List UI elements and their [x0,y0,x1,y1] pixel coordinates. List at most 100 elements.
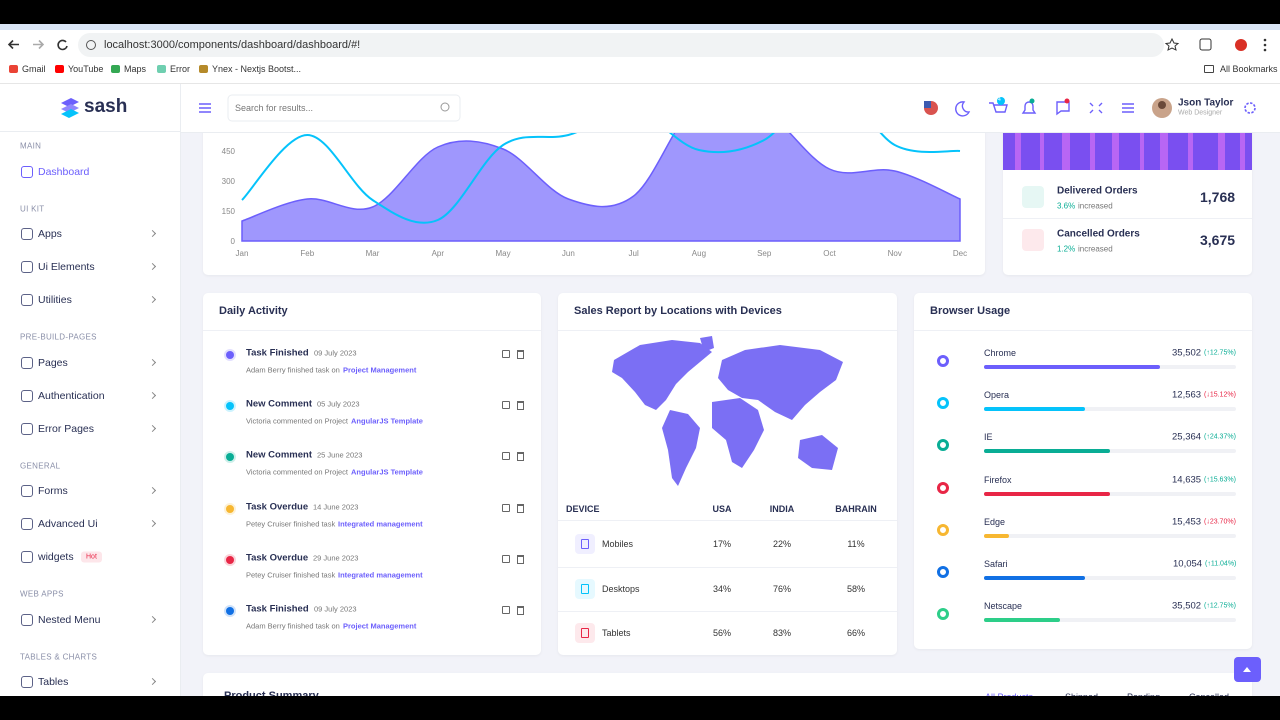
card-title: Product Summary [224,690,319,696]
activity-link[interactable]: Project Management [343,365,417,375]
menu-dot[interactable] [1263,38,1267,42]
menu-icon [21,551,33,563]
nav-icons [7,33,1267,57]
bookmark-icon [157,65,166,73]
menu-heading: TABLES & CHARTS [20,652,98,661]
reload[interactable] [57,39,68,51]
edit-icon[interactable] [502,554,510,563]
x-tick-label: Aug [692,249,706,258]
notifications[interactable] [1021,101,1037,114]
timeline-dot [226,351,234,359]
delete-icon[interactable] [517,606,524,615]
menu-chevron [148,358,157,366]
top-bar [0,0,1280,24]
menu-item[interactable]: Authentication [38,389,105,402]
bookmark-icon [9,65,18,73]
menu-item[interactable]: Tables [38,676,69,688]
table-header: USA [712,504,732,514]
user-name[interactable]: Json Taylor [1178,97,1234,109]
messages[interactable] [1056,101,1070,116]
fullscreen[interactable] [1089,102,1103,114]
theme-toggle[interactable] [955,101,971,117]
delete-icon[interactable] [517,554,524,564]
menu-heading: WEB APPS [20,589,64,599]
bookmark[interactable]: Maps [124,64,147,74]
address-bar[interactable] [78,33,1164,57]
edit-icon[interactable] [502,503,510,512]
delete-icon[interactable] [517,452,524,462]
tab[interactable]: Cancelled [1189,692,1229,696]
site-info[interactable] [86,40,96,50]
world-map [612,336,843,486]
activity-date: 09 July 2023 [314,348,357,358]
tab[interactable]: Shipped [1065,692,1098,696]
profile[interactable] [1235,39,1247,51]
activity-link[interactable]: Integrated management [338,519,423,529]
folder-icon [1204,65,1214,73]
africa [712,398,764,468]
cart-count: 4 [998,97,1001,103]
delete-icon[interactable] [517,503,524,513]
logo-icon [61,98,79,118]
tab-strip [0,24,1280,30]
y-tick-label: 450 [222,147,236,156]
menu-item[interactable]: widgets [38,551,74,563]
menu-icon [21,518,33,530]
menu-item[interactable]: Error Pages [38,422,95,435]
activity-link[interactable]: AngularJS Template [351,467,423,477]
edit-icon[interactable] [502,350,510,358]
bookmark[interactable]: Ynex - Nextjs Bootst... [212,64,302,74]
browser-name: IE [984,432,993,443]
delete-icon[interactable] [517,350,524,359]
menu-item[interactable]: Advanced Ui [38,518,98,530]
activity-link[interactable]: Integrated management [338,570,423,580]
bookmark[interactable]: Error [170,64,190,74]
table-cell: 11% [847,539,865,549]
search-box[interactable] [227,94,461,122]
search-icon[interactable] [440,102,450,112]
sales-card [558,293,897,655]
south-america [662,410,700,486]
all-bookmarks[interactable]: All Bookmarks [1220,64,1278,74]
browser-name: Edge [984,516,1006,527]
menu-toggle[interactable] [199,103,211,113]
browser-change: (↓15.12%) [1204,391,1236,399]
table-header: BAHRAIN [835,504,877,514]
bookmark[interactable]: YouTube [68,64,104,74]
tab[interactable]: Pending [1127,692,1160,696]
menu-item[interactable]: Ui Elements [38,261,95,273]
delete-icon[interactable] [517,401,524,411]
extensions[interactable] [1199,38,1212,51]
menu-item[interactable]: Apps [38,228,62,240]
cart[interactable] [989,102,1008,113]
menu-item[interactable]: Utilities [38,294,72,306]
bookmark[interactable]: Gmail [22,64,46,74]
bookmark-star[interactable] [1164,37,1180,51]
menu-chevron [148,391,157,399]
activity-title: Task Finished [246,347,309,359]
menu-item[interactable]: Forms [38,485,68,497]
activity-link[interactable]: Project Management [343,621,417,631]
menu-item[interactable]: Nested Menu [38,613,101,626]
menu-item[interactable]: Pages [38,356,68,369]
menu-chevron [148,486,157,495]
card-title: Sales Report by Locations with Devices [574,305,782,317]
x-tick-label: Apr [432,249,445,258]
scroll-top-button[interactable] [1234,657,1261,682]
sidebar-right-toggle[interactable] [1122,103,1134,113]
back[interactable] [7,39,19,50]
table-cell: 22% [772,539,792,549]
activity-link[interactable]: AngularJS Template [351,416,423,426]
edit-icon[interactable] [502,452,510,461]
tab[interactable]: All Products [985,692,1033,696]
stat-title: Delivered Orders [1057,185,1138,197]
activity-title: Task Overdue [246,552,309,564]
edit-icon[interactable] [502,401,510,410]
forward[interactable] [33,39,45,50]
x-tick-label: Jun [562,249,575,258]
settings[interactable] [1244,102,1256,114]
edit-icon[interactable] [502,606,510,614]
menu-item[interactable]: Dashboard [38,165,90,178]
activity-date: 25 June 2023 [317,450,363,460]
url[interactable]: localhost:3000/components/dashboard/dash… [104,39,361,51]
